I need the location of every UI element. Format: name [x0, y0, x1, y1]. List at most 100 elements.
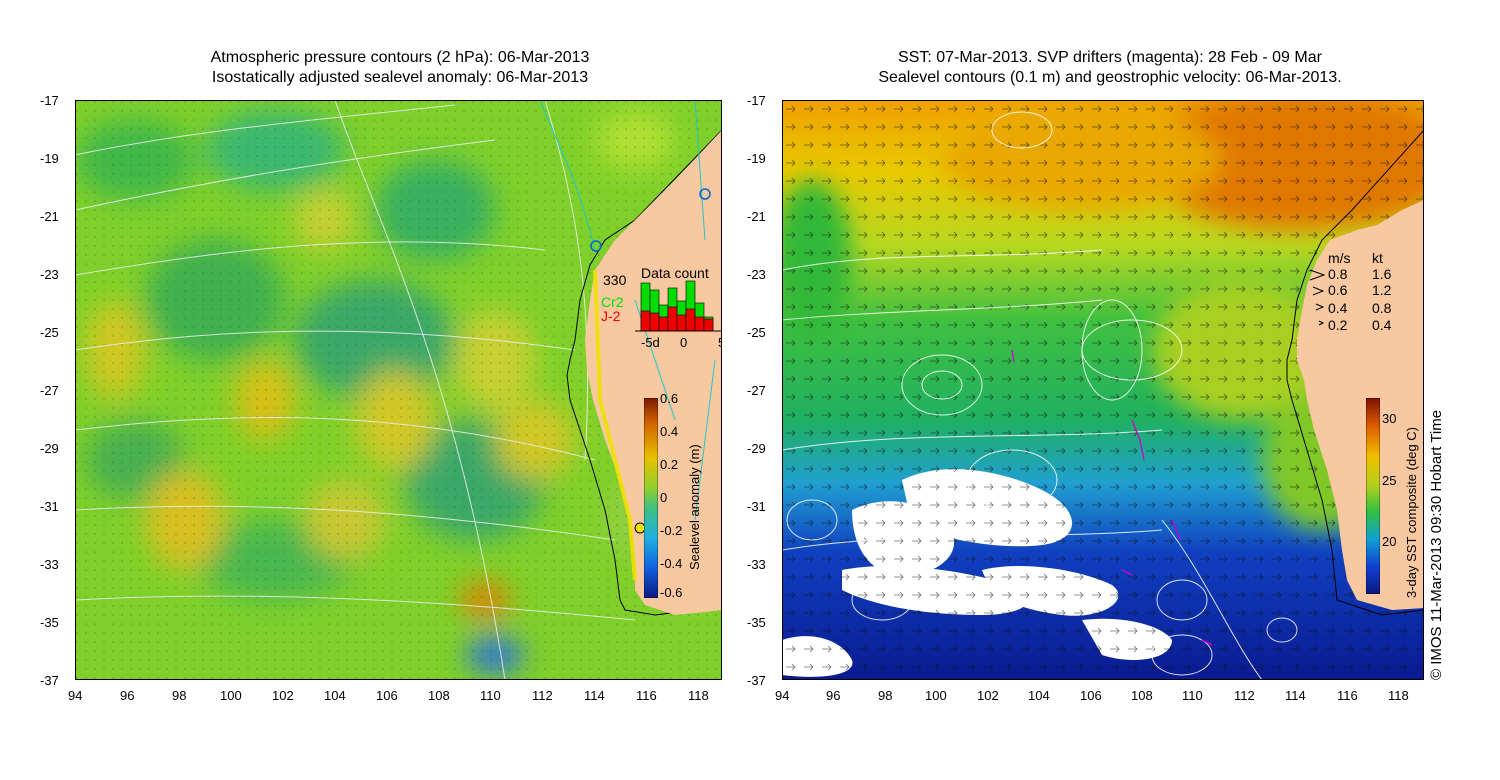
data-count-histogram	[635, 280, 722, 332]
pressure-contours	[75, 100, 636, 680]
land-mass	[1297, 200, 1424, 610]
left-y-tick: -17	[40, 93, 59, 108]
imos-credit: © IMOS 11-Mar-2013 09:30 Hobart Time	[1428, 409, 1445, 680]
arrow-icon	[1315, 303, 1325, 311]
speed-kt: 0.4	[1372, 317, 1392, 333]
tide-gauge-marker[interactable]	[590, 240, 602, 252]
right-title-line1: SST: 07-Mar-2013. SVP drifters (magenta)…	[898, 49, 1322, 66]
right-y-tick: -17	[747, 93, 766, 108]
sst-cbar-tick: 30	[1382, 411, 1397, 426]
tide-gauge-marker[interactable]	[699, 188, 711, 200]
right-y-tick: -21	[747, 209, 766, 224]
speed-legend-header-ms: m/s	[1328, 250, 1351, 266]
right-x-tick: 114	[1285, 688, 1306, 703]
right-x-tick: 118	[1388, 688, 1409, 703]
left-x-tick: 104	[324, 688, 346, 703]
left-x-tick: 106	[376, 688, 398, 703]
svp-drifter-tracks	[1011, 349, 1213, 646]
count-tick-5: 5	[718, 335, 722, 350]
left-x-tick: 108	[428, 688, 450, 703]
left-x-tick: 96	[120, 688, 135, 703]
right-y-tick: -19	[747, 151, 766, 166]
left-x-tick: 118	[688, 688, 709, 703]
right-x-tick: 110	[1182, 688, 1203, 703]
left-y-tick: -29	[40, 441, 59, 456]
left-x-tick: 98	[172, 688, 187, 703]
speed-kt: 0.8	[1372, 300, 1392, 316]
left-y-tick: -25	[40, 325, 59, 340]
count-bar-j2	[676, 314, 687, 332]
right-x-tick: 112	[1234, 688, 1255, 703]
count-bar-j2	[640, 310, 651, 332]
data-count-title: Data count	[641, 265, 709, 281]
left-y-tick: -31	[40, 499, 59, 514]
right-x-tick: 102	[977, 688, 999, 703]
speed-row: 0.4	[1372, 317, 1391, 333]
speed-row: 1.6	[1372, 266, 1391, 282]
speed-ms: 0.4	[1328, 300, 1348, 316]
count-value: 330	[603, 272, 627, 288]
speed-kt: 1.2	[1372, 282, 1392, 298]
right-x-tick: 104	[1028, 688, 1050, 703]
right-title-line2: Sealevel contours (0.1 m) and geostrophi…	[878, 69, 1342, 86]
sealevel-cbar-tick: -0.6	[660, 585, 683, 600]
arrow-icon	[1318, 320, 1325, 326]
left-x-tick: 110	[480, 688, 501, 703]
land-mass	[585, 100, 722, 615]
left-x-tick: 94	[68, 688, 83, 703]
right-x-tick: 100	[925, 688, 947, 703]
speed-row: 0.4	[1328, 300, 1347, 316]
count-bar-j2	[685, 308, 696, 332]
arrow-icon	[1309, 269, 1326, 281]
sealevel-cbar-label: Sealevel anomaly (m)	[687, 444, 702, 570]
speed-ms: 0.2	[1328, 317, 1348, 333]
sealevel-cbar-tick: 0.4	[660, 424, 679, 439]
sst-map	[782, 100, 1424, 680]
count-bar-j2	[658, 316, 669, 332]
cr2-label: Cr2	[601, 294, 624, 310]
left-x-tick: 112	[532, 688, 553, 703]
left-title-line2: Isostatically adjusted sealevel anomaly:…	[211, 69, 589, 86]
count-bar-j2	[694, 316, 705, 332]
left-x-tick: 102	[272, 688, 294, 703]
right-x-tick: 98	[878, 688, 893, 703]
sealevel-cbar-tick: -0.4	[660, 556, 683, 571]
left-y-tick: -35	[40, 615, 59, 630]
sealevel-cbar-tick: -0.2	[660, 523, 683, 538]
sealevel-contours	[782, 111, 1298, 680]
left-y-tick: -19	[40, 151, 59, 166]
sealevel-anomaly-map	[75, 100, 722, 680]
count-tick-0: 0	[680, 335, 688, 350]
speed-legend-header-kt: kt	[1372, 250, 1383, 266]
sealevel-cbar-tick: 0.2	[660, 457, 679, 472]
left-y-tick: -21	[40, 209, 59, 224]
left-y-tick: -27	[40, 383, 59, 398]
speed-legend-arrows	[1309, 269, 1326, 326]
speed-row: 0.8	[1328, 266, 1347, 282]
left-y-tick: -33	[40, 557, 59, 572]
left-y-tick: -37	[40, 673, 59, 688]
speed-ms: 0.8	[1328, 266, 1348, 282]
sealevel-cbar-tick: 0.6	[660, 391, 679, 406]
left-x-tick: 114	[584, 688, 605, 703]
right-y-tick: -29	[747, 441, 766, 456]
left-map-panel[interactable]: 330 Data count Cr2 J-2 -5d 0 5	[75, 100, 722, 680]
right-x-tick: 116	[1337, 688, 1358, 703]
speed-row: 0.6	[1328, 282, 1347, 298]
right-x-tick: 94	[775, 688, 790, 703]
sst-cbar-label: 3-day SST composite (deg C)	[1404, 427, 1419, 598]
speed-row: 0.8	[1372, 300, 1391, 316]
right-y-tick: -37	[747, 673, 766, 688]
sst-cbar-tick: 20	[1382, 534, 1397, 549]
right-map-panel[interactable]: m/s kt 0.8 1.6 0.6 1.2 0.4 0.8 0.2 0.4	[782, 100, 1424, 680]
sealevel-colorbar	[644, 398, 658, 598]
count-bar-j2	[703, 318, 714, 332]
left-title-line1: Atmospheric pressure contours (2 hPa): 0…	[210, 49, 590, 66]
right-y-tick: -23	[747, 267, 766, 282]
arrow-icon	[1312, 286, 1325, 296]
sst-cbar-tick: 25	[1382, 473, 1397, 488]
right-x-tick: 106	[1080, 688, 1102, 703]
speed-row: 1.2	[1372, 282, 1391, 298]
speed-row: 0.2	[1328, 317, 1347, 333]
shelf-contour	[1286, 129, 1424, 616]
